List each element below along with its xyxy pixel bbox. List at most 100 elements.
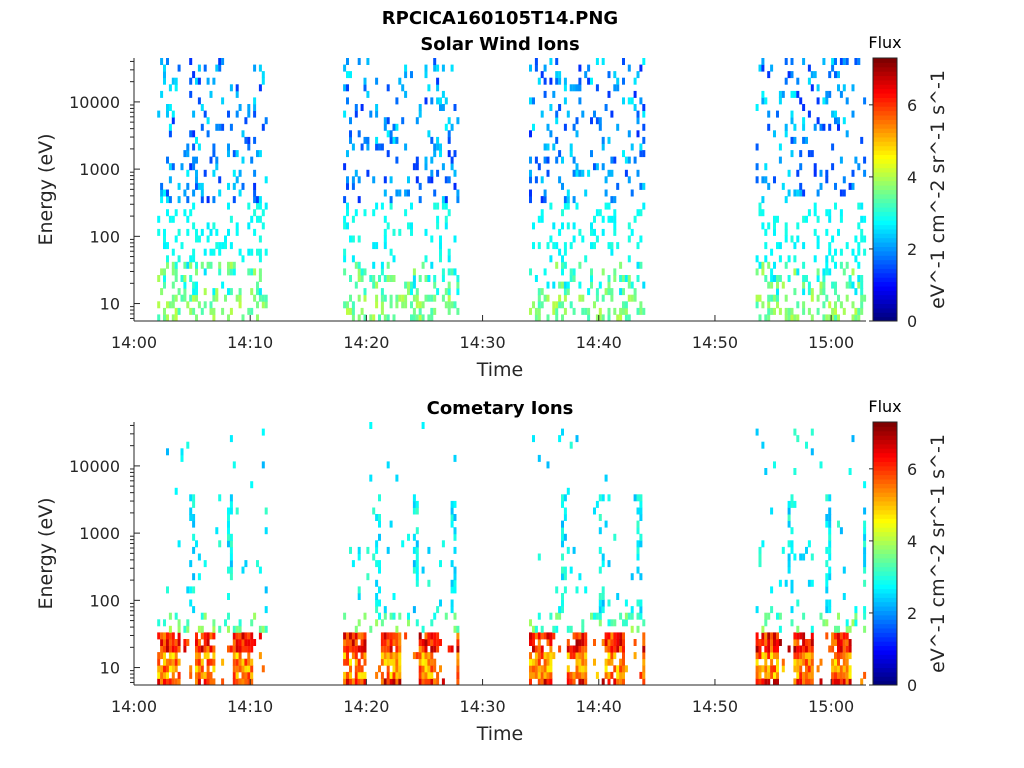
heatmap-cell	[177, 540, 181, 548]
heatmap-cell	[569, 671, 573, 679]
heatmap-cell	[613, 645, 617, 653]
heatmap-cell	[195, 678, 198, 686]
heatmap-cell	[436, 222, 440, 230]
heatmap-cell	[424, 671, 428, 679]
heatmap-cell	[837, 123, 840, 131]
heatmap-cell	[415, 652, 419, 660]
heatmap-cell	[834, 248, 837, 256]
heatmap-cell	[171, 639, 175, 646]
heatmap-cell	[392, 593, 396, 600]
heatmap-cell	[206, 235, 210, 243]
colorbar-tick-label: 4	[907, 532, 917, 551]
heatmap-cell	[799, 150, 803, 158]
heatmap-cell	[412, 606, 416, 614]
heatmap-cell	[604, 632, 608, 640]
heatmap-cell	[163, 678, 166, 686]
heatmap-cell	[183, 645, 187, 653]
heatmap-cell	[595, 500, 599, 508]
colorbar-band	[873, 597, 897, 603]
heatmap-cell	[166, 196, 169, 204]
heatmap-cell	[189, 209, 193, 217]
heatmap-cell	[157, 228, 161, 236]
colorbar-band	[873, 536, 897, 541]
heatmap-cell	[189, 90, 193, 98]
heatmap-cell	[212, 314, 216, 322]
heatmap-cell	[851, 619, 855, 627]
colorbar-band	[873, 299, 897, 304]
heatmap-cell	[770, 64, 774, 72]
heatmap-cell	[624, 314, 628, 322]
heatmap-cell	[241, 639, 245, 646]
heatmap-cell	[590, 228, 593, 236]
heatmap-cell	[160, 288, 164, 296]
heatmap-cell	[453, 104, 457, 111]
heatmap-cell	[825, 514, 829, 521]
heatmap-cell	[261, 294, 265, 302]
heatmap-cell	[238, 665, 242, 673]
heatmap-cell	[171, 632, 175, 640]
heatmap-cell	[253, 104, 257, 111]
heatmap-cell	[241, 182, 245, 190]
heatmap-cell	[186, 441, 190, 449]
heatmap-cell	[790, 586, 794, 594]
heatmap-cell	[456, 645, 460, 653]
heatmap-cell	[197, 97, 201, 105]
heatmap-cell	[773, 652, 776, 660]
heatmap-cell	[221, 307, 225, 315]
heatmap-cell	[256, 301, 259, 309]
heatmap-cell	[616, 182, 620, 190]
heatmap-cell	[810, 625, 814, 633]
heatmap-cell	[555, 71, 559, 79]
heatmap-cell	[203, 560, 207, 568]
heatmap-cell	[261, 301, 265, 309]
heatmap-cell	[857, 275, 861, 282]
x-tick-label: 14:00	[111, 697, 157, 716]
heatmap-cell	[572, 169, 576, 177]
heatmap-cell	[796, 435, 800, 443]
heatmap-cell	[569, 645, 573, 653]
heatmap-cell	[209, 228, 213, 236]
heatmap-cell	[613, 84, 617, 92]
heatmap-cell	[436, 288, 440, 296]
panel-title: Solar Wind Ions	[420, 34, 579, 55]
heatmap-cell	[200, 645, 204, 653]
colorbar-band	[873, 544, 897, 550]
heatmap-cell	[837, 678, 840, 686]
heatmap-cell	[773, 261, 776, 269]
heatmap-cell	[863, 248, 867, 256]
heatmap-cell	[834, 202, 837, 210]
heatmap-cell	[412, 294, 416, 302]
heatmap-cell	[168, 301, 172, 309]
heatmap-cell	[799, 658, 803, 666]
heatmap-cell	[561, 428, 564, 436]
colorbar-band	[873, 220, 897, 226]
heatmap-cell	[412, 533, 416, 541]
heatmap-cell	[241, 130, 245, 138]
heatmap-cell	[796, 599, 800, 607]
heatmap-cell	[218, 123, 222, 131]
heatmap-cell	[415, 117, 419, 125]
heatmap-cell	[619, 639, 623, 646]
heatmap-cell	[561, 255, 564, 263]
heatmap-cell	[613, 275, 617, 282]
heatmap-cell	[456, 639, 460, 646]
heatmap-cell	[854, 307, 858, 315]
heatmap-cell	[415, 560, 419, 568]
heatmap-cell	[456, 671, 460, 679]
heatmap-cell	[598, 117, 602, 125]
heatmap-cell	[372, 281, 376, 289]
x-tick-label: 14:50	[692, 333, 738, 352]
heatmap-cell	[424, 294, 428, 302]
heatmap-cell	[546, 281, 550, 289]
heatmap-cell	[386, 314, 390, 322]
heatmap-cell	[192, 130, 196, 138]
heatmap-cell	[604, 288, 608, 296]
heatmap-cell	[351, 632, 355, 640]
heatmap-cell	[192, 494, 196, 502]
colorbar-band	[873, 571, 897, 576]
heatmap-cell	[166, 639, 169, 646]
heatmap-cell	[529, 176, 532, 184]
heatmap-cell	[822, 281, 826, 289]
heatmap-cell	[540, 632, 544, 640]
heatmap-cell	[860, 281, 864, 289]
